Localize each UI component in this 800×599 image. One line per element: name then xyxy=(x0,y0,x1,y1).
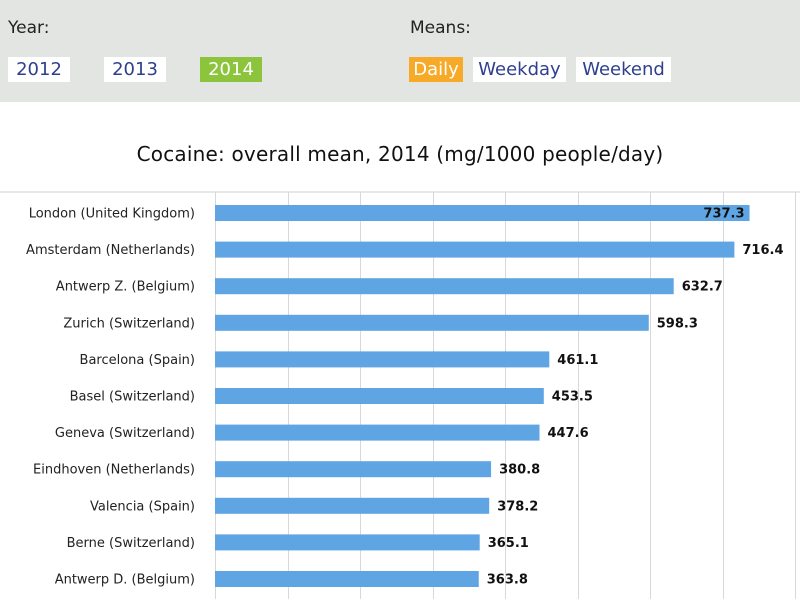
bar xyxy=(215,571,479,587)
year-button-2013[interactable]: 2013 xyxy=(104,57,166,82)
data-label: 632.7 xyxy=(682,280,723,295)
bar xyxy=(215,534,480,551)
data-label: 737.3 xyxy=(703,207,744,222)
bar xyxy=(215,461,492,478)
chart-title: Cocaine: overall mean, 2014 (mg/1000 peo… xyxy=(136,142,664,166)
data-label: 598.3 xyxy=(657,316,698,331)
year-button-2012[interactable]: 2012 xyxy=(8,57,70,82)
bar xyxy=(215,278,674,295)
means-button-weekend[interactable]: Weekend xyxy=(576,57,671,82)
category-label: Valencia (Spain) xyxy=(90,499,195,514)
data-label: 453.5 xyxy=(552,390,593,405)
category-label: Basel (Switzerland) xyxy=(70,390,195,405)
category-label: Barcelona (Spain) xyxy=(80,353,195,368)
year-label: Year: xyxy=(8,18,50,38)
category-label: Antwerp Z. (Belgium) xyxy=(56,280,195,295)
category-label: Zurich (Switzerland) xyxy=(63,316,195,331)
means-button-daily[interactable]: Daily xyxy=(409,57,463,82)
data-label: 380.8 xyxy=(499,463,540,478)
bar xyxy=(215,388,544,404)
category-label: London (United Kingdom) xyxy=(29,207,195,222)
bar xyxy=(215,497,490,514)
bar xyxy=(215,351,550,368)
bar xyxy=(215,205,750,221)
data-label: 716.4 xyxy=(742,243,783,258)
bar xyxy=(215,314,649,331)
category-label: Eindhoven (Netherlands) xyxy=(33,463,195,478)
filter-panel: Year: Means: 2012 2013 2014 Daily Weekda… xyxy=(0,0,800,102)
bar xyxy=(215,241,735,258)
category-label: Antwerp D. (Belgium) xyxy=(55,573,195,588)
category-label: Amsterdam (Netherlands) xyxy=(26,243,195,258)
data-label: 461.1 xyxy=(557,353,598,368)
means-label: Means: xyxy=(410,18,471,38)
means-button-weekday[interactable]: Weekday xyxy=(473,57,566,82)
bar xyxy=(215,424,540,441)
data-label: 447.6 xyxy=(548,426,589,441)
data-label: 378.2 xyxy=(497,499,538,514)
category-label: Berne (Switzerland) xyxy=(67,536,195,551)
category-label: Geneva (Switzerland) xyxy=(55,426,195,441)
data-label: 365.1 xyxy=(488,536,529,551)
data-label: 363.8 xyxy=(487,573,528,588)
year-button-2014[interactable]: 2014 xyxy=(200,57,262,82)
